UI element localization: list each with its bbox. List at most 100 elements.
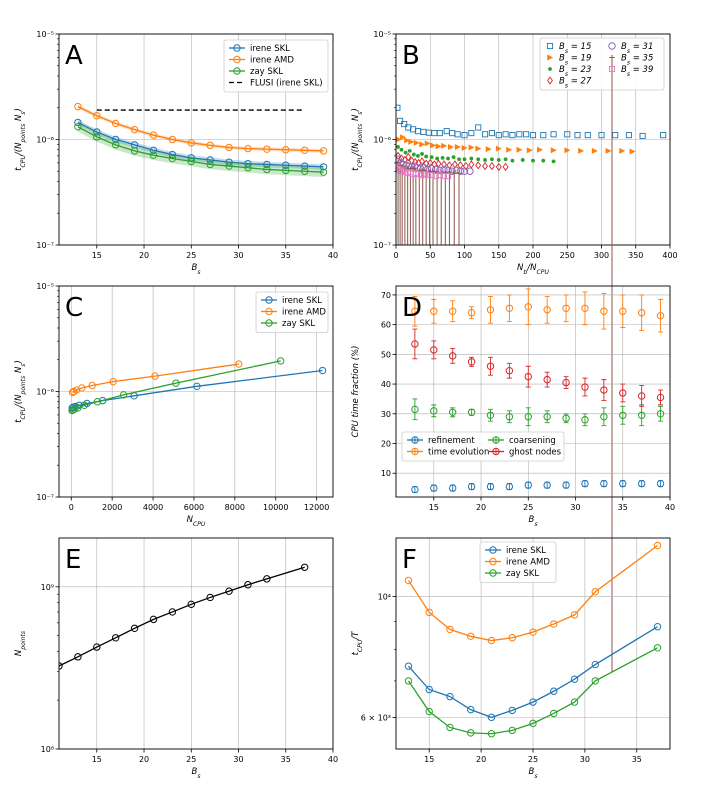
data-point — [509, 132, 516, 139]
data-point — [300, 563, 309, 571]
data-point — [151, 372, 159, 380]
data-point — [656, 393, 665, 402]
data-point — [653, 644, 662, 652]
data-point — [446, 169, 453, 245]
legend-marker — [547, 54, 554, 61]
data-point — [495, 145, 502, 152]
x-tick-label: 40 — [328, 755, 338, 764]
series-line — [407, 647, 658, 735]
data-point — [446, 161, 453, 170]
y-tick-label: 10⁻⁵ — [36, 282, 54, 291]
data-point — [656, 479, 665, 488]
error-bar — [620, 405, 626, 425]
data-point — [130, 125, 139, 134]
data-point — [584, 132, 591, 139]
data-point — [80, 401, 89, 409]
legend-label: Bs = 35 — [621, 54, 653, 67]
data-point — [430, 407, 438, 415]
data-point — [482, 131, 489, 138]
data-point — [70, 405, 79, 413]
data-point — [562, 481, 570, 489]
data-point — [396, 166, 403, 173]
data-point — [541, 158, 546, 163]
legend-marker — [233, 55, 241, 64]
data-point — [420, 152, 424, 156]
data-point — [550, 147, 557, 154]
legend-marker — [265, 296, 273, 304]
x-tick-label: 35 — [281, 755, 291, 764]
data-point — [454, 143, 461, 150]
chart-panel-c: 0 2000 4000 6000 8000 10000 12000 10⁻⁷ 10⁻⁶ 10⁻⁵ N… — [14, 282, 334, 528]
error-bar — [601, 407, 607, 427]
data-point — [540, 132, 547, 139]
data-point — [430, 346, 438, 354]
series-zay-skl — [68, 357, 285, 415]
data-point — [442, 170, 449, 245]
axes-frame — [395, 285, 671, 498]
data-point — [656, 410, 665, 418]
data-point — [570, 698, 579, 706]
data-point — [487, 730, 496, 738]
plot-area — [68, 357, 327, 415]
y-tick-label: 20 — [381, 440, 391, 449]
data-point — [466, 167, 474, 175]
data-point — [543, 413, 551, 421]
y-tick-label: 10⁻⁶ — [36, 136, 54, 145]
data-point — [446, 692, 454, 701]
data-point — [235, 360, 243, 368]
series-irene-amd — [74, 102, 328, 155]
data-point — [206, 141, 214, 150]
data-point — [426, 169, 433, 245]
data-point — [300, 162, 309, 170]
data-point — [400, 134, 407, 141]
x-tick-label: 30 — [570, 503, 580, 512]
x-tick-label: 350 — [628, 251, 643, 260]
data-point — [581, 383, 589, 391]
legend-label: Bs = 23 — [559, 65, 591, 78]
data-point — [505, 304, 514, 312]
y-tick-label: 40 — [381, 380, 391, 389]
data-point — [149, 146, 158, 155]
data-point — [600, 386, 608, 394]
y-tick-label: 10⁻⁷ — [373, 241, 391, 250]
data-point — [486, 482, 495, 491]
data-point — [524, 372, 532, 381]
legend-item: Bs = 15 — [546, 42, 591, 55]
error-bar — [525, 365, 531, 388]
axes-frame — [58, 285, 334, 498]
x-tick-label: 250 — [560, 251, 575, 260]
x-tick-label: 4000 — [143, 503, 163, 512]
data-point — [119, 391, 128, 399]
data-point — [244, 581, 252, 589]
data-point — [428, 172, 435, 179]
data-point — [475, 161, 482, 170]
data-point — [405, 152, 412, 162]
plot-area — [59, 563, 309, 670]
error-bar — [658, 389, 664, 406]
data-point — [605, 147, 612, 154]
data-point — [524, 413, 532, 421]
data-point — [550, 131, 557, 138]
data-point — [425, 172, 432, 179]
error-bar — [450, 347, 456, 364]
data-point — [111, 119, 120, 128]
x-tick-label: 50 — [425, 251, 435, 260]
data-point — [168, 150, 177, 159]
legend-item: irene AMD — [485, 558, 550, 568]
data-point — [74, 653, 82, 661]
panel-label: B — [402, 41, 420, 71]
series-b-s-19 — [396, 134, 636, 155]
data-point — [276, 357, 285, 365]
data-point — [448, 143, 454, 150]
data-point — [467, 729, 475, 737]
data-point — [619, 389, 627, 397]
y-axis-label: tCPU/T — [351, 631, 364, 656]
confidence-band — [77, 119, 324, 170]
data-point — [419, 167, 426, 245]
legend-item: Bs = 39 — [608, 65, 653, 78]
x-tick-label: 200 — [525, 251, 540, 260]
data-point — [543, 306, 551, 314]
x-tick-label: 25 — [523, 503, 533, 512]
error-bar — [487, 295, 493, 324]
